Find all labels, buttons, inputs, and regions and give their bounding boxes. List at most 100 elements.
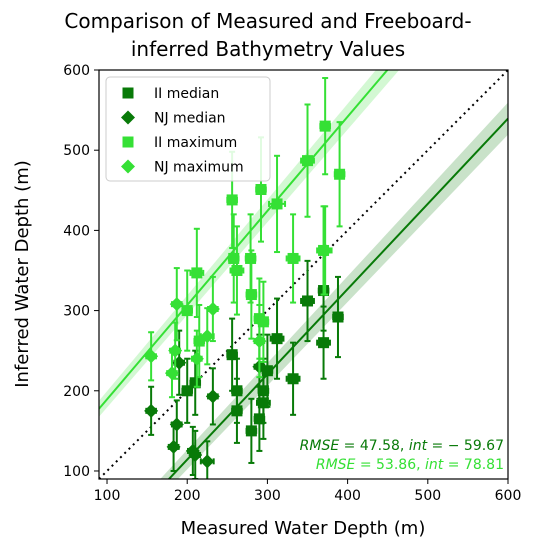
stat-symbol: RMSE	[300, 438, 340, 454]
plot-area	[99, 70, 508, 479]
data-point-ii-median-13	[316, 305, 331, 380]
data-point-ii-median-5	[245, 397, 258, 464]
legend-square-marker	[122, 87, 134, 99]
diamond-marker	[205, 389, 220, 404]
plot-frame	[98, 69, 509, 480]
stat-value: = 47.58,	[339, 438, 409, 454]
stat-symbol: int	[409, 438, 428, 454]
y-tick-label: 100	[63, 464, 90, 480]
square-marker	[231, 385, 243, 397]
square-marker	[228, 252, 240, 264]
data-point-ii-maximum-1	[181, 269, 194, 352]
legend-square-marker	[122, 136, 134, 148]
legend-entry: NJ median	[121, 110, 226, 127]
stat-symbol: int	[425, 457, 444, 473]
legend-diamond-marker	[121, 159, 135, 174]
x-tick-label: 600	[495, 488, 522, 504]
y-axis-label: Inferred Water Depth (m)	[12, 160, 33, 388]
square-marker	[245, 289, 257, 301]
data-point-nj-median-6	[188, 429, 203, 479]
legend-label: NJ median	[154, 111, 226, 127]
data-point-nj-median-1	[144, 385, 159, 436]
data-point-ii-median-1	[181, 357, 194, 424]
square-marker	[245, 425, 257, 437]
stat-symbol: RMSE	[316, 457, 356, 473]
square-marker	[181, 305, 193, 317]
diamond-marker	[144, 403, 159, 418]
data-point-ii-maximum-16	[333, 121, 346, 228]
square-marker	[332, 311, 344, 323]
square-marker	[334, 168, 346, 180]
square-marker	[271, 333, 283, 345]
diamond-marker	[252, 334, 267, 349]
data-point-ii-median-11	[300, 259, 315, 343]
square-marker	[189, 377, 201, 389]
diamond-marker	[189, 351, 204, 366]
fit-line-2	[99, 70, 389, 410]
data-point-nj-maximum-1	[144, 331, 159, 382]
data-point-ii-maximum-15	[319, 77, 331, 176]
square-marker	[253, 413, 265, 425]
data-point-nj-maximum-9	[317, 205, 333, 296]
y-tick-label: 300	[63, 304, 90, 320]
x-tick-label: 400	[334, 488, 361, 504]
data-point-nj-median-8	[205, 367, 220, 426]
diamond-marker	[144, 349, 159, 364]
data-point-nj-maximum-2	[164, 348, 179, 399]
square-marker	[271, 198, 283, 210]
data-point-nj-maximum-8	[252, 303, 267, 379]
fit-line-1	[167, 117, 508, 479]
stats-annotation-2: RMSE = 53.86, int = 78.81	[316, 457, 504, 473]
data-point-ii-maximum-8	[245, 249, 258, 340]
x-tick-label: 300	[254, 488, 281, 504]
legend-entry: II median	[122, 86, 219, 102]
y-tick-label: 600	[63, 63, 90, 79]
data-point-ii-maximum-6	[229, 225, 245, 316]
square-marker	[191, 267, 203, 279]
fit-band-1	[160, 102, 508, 479]
diamond-marker	[200, 454, 215, 469]
y-tick-label: 400	[63, 223, 90, 239]
legend-label: II median	[154, 86, 219, 102]
x-tick-label: 500	[414, 488, 441, 504]
square-marker	[287, 252, 299, 264]
data-point-ii-maximum-14	[300, 103, 315, 218]
chart-title-line-2: inferred Bathymetry Values	[131, 37, 405, 61]
legend-entry: II maximum	[122, 135, 237, 151]
data-point-nj-maximum-7	[205, 275, 220, 343]
data-point-ii-maximum-12	[268, 154, 287, 254]
stat-value: = 53.86,	[355, 457, 425, 473]
square-marker	[231, 264, 243, 276]
square-marker	[193, 335, 205, 347]
data-point-ii-median-10	[285, 341, 301, 416]
stats-annotation-1: RMSE = 47.58, int = − 59.67	[300, 438, 504, 454]
data-point-ii-median-15	[231, 357, 243, 424]
data-point-ii-maximum-5	[227, 213, 240, 304]
diamond-marker	[205, 301, 220, 316]
diamond-marker	[318, 243, 333, 258]
stat-value: = − 59.67	[427, 438, 504, 454]
square-marker	[181, 385, 193, 397]
one-to-one-reference-line	[99, 70, 508, 479]
diamond-marker	[169, 297, 184, 312]
legend: II median NJ median II maximum NJ maximum	[105, 76, 271, 182]
data-point-ii-median-9	[269, 297, 285, 380]
x-tick-label: 100	[94, 488, 121, 504]
legend-label: II maximum	[154, 135, 237, 151]
square-marker	[287, 373, 299, 385]
square-marker	[226, 349, 238, 361]
square-marker	[319, 120, 331, 132]
data-point-nj-median-3	[169, 399, 184, 450]
square-marker	[226, 194, 238, 206]
data-point-nj-maximum-3	[168, 321, 183, 380]
square-marker	[302, 295, 314, 307]
diamond-marker	[168, 343, 183, 358]
y-tick-label: 200	[63, 384, 90, 400]
square-marker	[302, 155, 314, 167]
legend-label: NJ maximum	[154, 160, 244, 176]
fit-band-2	[99, 70, 400, 417]
square-marker	[257, 385, 269, 397]
square-marker	[257, 316, 269, 328]
